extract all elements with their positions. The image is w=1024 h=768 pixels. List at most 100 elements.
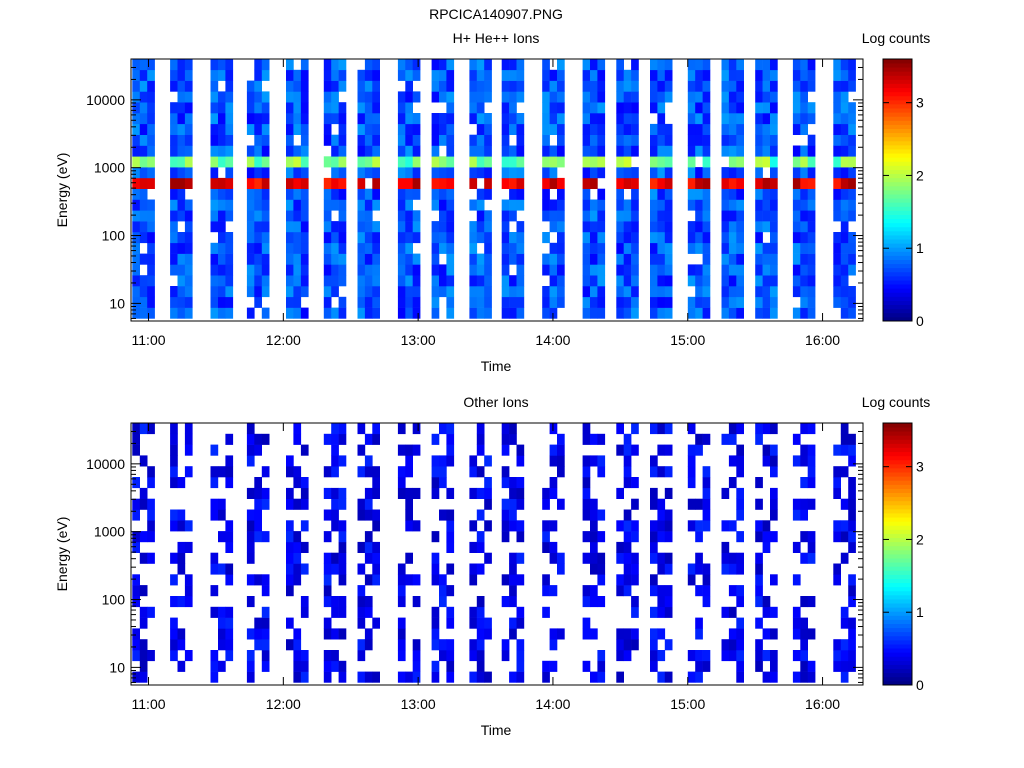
colorbar-swatch xyxy=(883,214,912,220)
heatmap-cell xyxy=(695,80,703,92)
heatmap-cell xyxy=(509,156,517,168)
heatmap-cell xyxy=(147,275,155,287)
heatmap-cell xyxy=(728,296,737,308)
heatmap-cell xyxy=(736,145,744,157)
heatmap-cell xyxy=(687,275,696,287)
heatmap-cell xyxy=(516,286,525,298)
heatmap-cell xyxy=(293,188,302,200)
heatmap-cell xyxy=(848,574,856,586)
heatmap-cell xyxy=(762,199,771,211)
y-tick-label: 100 xyxy=(102,228,126,244)
heatmap-cell xyxy=(246,264,255,276)
heatmap-cell xyxy=(509,552,517,564)
heatmap-cell xyxy=(293,177,302,189)
heatmap-cell xyxy=(177,232,186,244)
heatmap-cell xyxy=(170,221,178,233)
colorbar-swatch xyxy=(883,648,912,653)
heatmap-cell xyxy=(300,221,309,233)
heatmap-cell xyxy=(549,639,558,651)
heatmap-cell xyxy=(331,286,339,298)
colorbar-swatch xyxy=(883,239,912,244)
heatmap-cell xyxy=(616,253,624,265)
heatmap-cell xyxy=(147,221,155,233)
figure-title: RPCICA140907.PNG xyxy=(429,6,563,22)
heatmap-cell xyxy=(293,466,302,478)
heatmap-cell xyxy=(509,433,517,445)
heatmap-cell xyxy=(557,177,565,189)
heatmap-cell xyxy=(623,102,632,114)
heatmap-cell xyxy=(509,80,517,92)
heatmap-cell xyxy=(755,177,763,189)
colorbar-swatch xyxy=(883,259,912,265)
heatmap-cell xyxy=(755,275,763,287)
heatmap-cell xyxy=(702,167,711,179)
heatmap-cell xyxy=(300,671,309,683)
heatmap-cell xyxy=(210,91,219,103)
heatmap-cell xyxy=(254,296,262,308)
heatmap-cell xyxy=(800,617,808,629)
heatmap-cell xyxy=(687,134,696,146)
heatmap-cell xyxy=(397,307,406,319)
heatmap-cell xyxy=(807,541,816,553)
heatmap-cell xyxy=(664,123,673,135)
heatmap-cell xyxy=(323,433,332,445)
heatmap-cell xyxy=(650,286,658,298)
heatmap-cell xyxy=(331,80,339,92)
heatmap-cell xyxy=(323,102,332,114)
heatmap-cell xyxy=(484,134,492,146)
heatmap-cell xyxy=(542,102,550,114)
heatmap-cell xyxy=(721,69,730,81)
heatmap-cell xyxy=(664,671,673,683)
heatmap-cell xyxy=(590,199,598,211)
heatmap-cell xyxy=(331,628,339,640)
heatmap-cell xyxy=(657,307,666,319)
heatmap-cell xyxy=(210,188,219,200)
heatmap-cell xyxy=(139,423,148,435)
heatmap-cell xyxy=(721,563,730,575)
heatmap-cell xyxy=(650,520,658,532)
heatmap-cell xyxy=(616,113,624,125)
heatmap-cell xyxy=(476,113,485,125)
heatmap-cell xyxy=(132,59,140,71)
heatmap-cell xyxy=(431,477,440,489)
heatmap-cell xyxy=(397,264,406,276)
heatmap-cell xyxy=(549,253,558,265)
heatmap-cell xyxy=(246,660,255,672)
heatmap-cell xyxy=(848,156,856,168)
heatmap-cell xyxy=(254,520,262,532)
heatmap-cell xyxy=(225,232,234,244)
heatmap-cell xyxy=(728,80,737,92)
heatmap-cell xyxy=(254,167,262,179)
heatmap-cell xyxy=(218,286,226,298)
heatmap-cell xyxy=(439,199,447,211)
heatmap-cell xyxy=(439,242,447,254)
heatmap-cell xyxy=(762,145,771,157)
heatmap-cell xyxy=(833,531,841,543)
colorbar-swatch xyxy=(883,271,912,277)
heatmap-cell xyxy=(557,188,565,200)
heatmap-cell xyxy=(170,520,178,532)
heatmap-cell xyxy=(484,275,492,287)
heatmap-cell xyxy=(446,487,455,499)
panel-title: H+ He++ Ions xyxy=(453,30,540,46)
heatmap-cell xyxy=(139,286,148,298)
heatmap-cell xyxy=(616,199,624,211)
heatmap-cell xyxy=(501,275,510,287)
heatmap-cell xyxy=(736,423,744,435)
heatmap-cell xyxy=(702,221,711,233)
heatmap-cell xyxy=(687,113,696,125)
heatmap-cell xyxy=(469,671,478,683)
heatmap-cell xyxy=(469,520,478,532)
heatmap-cell xyxy=(446,650,455,662)
heatmap-cell xyxy=(623,80,632,92)
heatmap-cell xyxy=(516,80,525,92)
heatmap-cell xyxy=(800,232,808,244)
heatmap-cell xyxy=(549,487,558,499)
heatmap-cell xyxy=(590,145,598,157)
heatmap-cell xyxy=(840,444,849,456)
heatmap-cell xyxy=(476,275,485,287)
heatmap-cell xyxy=(261,156,270,168)
heatmap-cell xyxy=(286,156,294,168)
heatmap-cell xyxy=(218,264,226,276)
heatmap-cell xyxy=(664,264,673,276)
